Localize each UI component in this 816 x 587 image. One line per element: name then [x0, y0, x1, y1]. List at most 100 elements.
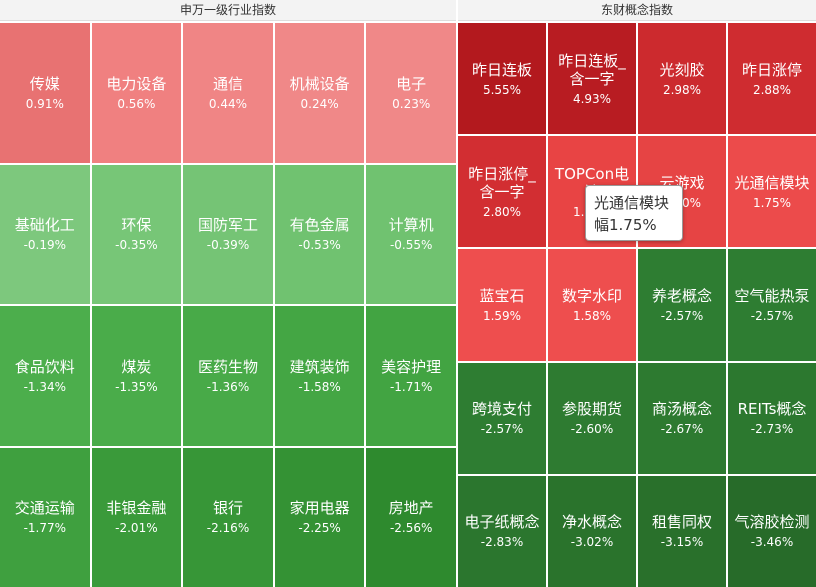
tile: 食品饮料-1.34%	[0, 306, 90, 446]
tile: 昨日涨停 2.88%	[728, 23, 816, 134]
tile-label: 环保	[121, 216, 151, 234]
tile-value: -1.36%	[207, 380, 249, 394]
tile-value: -1.35%	[115, 380, 157, 394]
tile-value: 2.88%	[753, 83, 791, 97]
tile-label: 电力设备	[106, 75, 166, 93]
tile: 医药生物 -1.36%	[183, 306, 273, 446]
tile-label: 空气能热泵	[734, 287, 809, 305]
tooltip-line: 幅1.75%	[594, 214, 674, 236]
tile-label: 租售同权	[652, 513, 712, 531]
tile: 光通信模块 1.75%	[728, 136, 816, 247]
tile-value: -2.57%	[751, 309, 793, 323]
tile-value: -2.57%	[661, 309, 703, 323]
tile-label: 通信	[213, 75, 243, 93]
tile-value: 0.24%	[301, 97, 339, 111]
tile-label: 房地产	[389, 499, 434, 517]
tile: 交通运输 -1.77%	[0, 448, 90, 587]
tile-label: 非银金融	[106, 499, 166, 517]
tile-label: 国防军工	[198, 216, 258, 234]
tile-label: 昨日涨停	[742, 61, 802, 79]
tile: 家用电器 -2.25%	[275, 448, 365, 587]
tile-value: -0.55%	[390, 238, 432, 252]
tile: 空气能热泵 -2.57%	[728, 249, 816, 360]
tile: 计算机 -0.55%	[366, 165, 456, 305]
tooltip-line: 光通信模块	[594, 192, 674, 214]
tile-value: -1.58%	[298, 380, 340, 394]
tile-label: 家用电器	[290, 499, 350, 517]
tile-label: 交通运输	[15, 499, 75, 517]
tile: 银行 -2.16%	[183, 448, 273, 587]
tile-value: -0.39%	[207, 238, 249, 252]
tile-label: 养老概念	[652, 287, 712, 305]
tile: 房地产-2.56%	[366, 448, 456, 587]
panel-title: 东财概念指数	[458, 0, 816, 21]
tile-label: 煤炭	[121, 358, 151, 376]
tile-value: 4.93%	[573, 92, 611, 106]
tile: 建筑装饰-1.58%	[275, 306, 365, 446]
tile: 养老概念 -2.57%	[638, 249, 726, 360]
tile-value: -2.73%	[751, 422, 793, 436]
tile-label: 计算机	[389, 216, 434, 234]
panel-title: 申万一级行业指数	[0, 0, 456, 21]
tile-value: -3.15%	[661, 535, 703, 549]
tile-value: -0.53%	[298, 238, 340, 252]
tile-value: -2.25%	[298, 521, 340, 535]
tile-label: 蓝宝石	[479, 287, 524, 305]
tile-label: REITs概念	[738, 400, 807, 418]
tile: 光刻胶 2.98%	[638, 23, 726, 134]
tile: 气溶胶检测-3.46%	[728, 476, 816, 587]
tile-label: 商汤概念	[652, 400, 712, 418]
tile-value: -0.19%	[24, 238, 66, 252]
tile-label: 电子纸概念	[464, 513, 539, 531]
tile-value: -1.34%	[24, 380, 66, 394]
tile-value: -1.77%	[24, 521, 66, 535]
tile: 净水概念 -3.02%	[548, 476, 636, 587]
tile: 跨境支付-2.57%	[458, 363, 546, 474]
tile: 环保 -0.35%	[92, 165, 182, 305]
tile-label: 医药生物	[198, 358, 258, 376]
tile: 电子纸概念 -2.83%	[458, 476, 546, 587]
tile: REITs概念 -2.73%	[728, 363, 816, 474]
tile-value: 0.23%	[392, 97, 430, 111]
tile-label: 气溶胶检测	[734, 513, 809, 531]
tile-label: 净水概念	[562, 513, 622, 531]
tile-value: -0.35%	[115, 238, 157, 252]
tile-label: 跨境支付	[472, 400, 532, 418]
tile: 有色金属-0.53%	[275, 165, 365, 305]
tile-value: 2.98%	[663, 83, 701, 97]
tile: 基础化工 -0.19%	[0, 165, 90, 305]
tile-value: 1.75%	[753, 196, 791, 210]
tile: 商汤概念-2.67%	[638, 363, 726, 474]
tile-value: -3.02%	[571, 535, 613, 549]
tile-value: 0.91%	[26, 97, 64, 111]
tile-label: 基础化工	[15, 216, 75, 234]
tile: 参股期货 -2.60%	[548, 363, 636, 474]
tile-value: -2.60%	[571, 422, 613, 436]
tile-label: 参股期货	[562, 400, 622, 418]
tooltip: 光通信模块幅1.75%	[585, 185, 683, 241]
tile: 非银金融-2.01%	[92, 448, 182, 587]
tile-label: 美容护理	[381, 358, 441, 376]
tile-value: -2.83%	[481, 535, 523, 549]
tile-label: 机械设备	[290, 75, 350, 93]
tile-label: 光通信模块	[734, 174, 809, 192]
tile-value: -2.16%	[207, 521, 249, 535]
tile: 电子 0.23%	[366, 23, 456, 163]
tile-value: 2.80%	[483, 205, 521, 219]
tile-label: 电子	[396, 75, 426, 93]
tile-value: 5.55%	[483, 83, 521, 97]
tile-label: 光刻胶	[659, 61, 704, 79]
tile-label: 银行	[213, 499, 243, 517]
tile-value: 1.59%	[483, 309, 521, 323]
